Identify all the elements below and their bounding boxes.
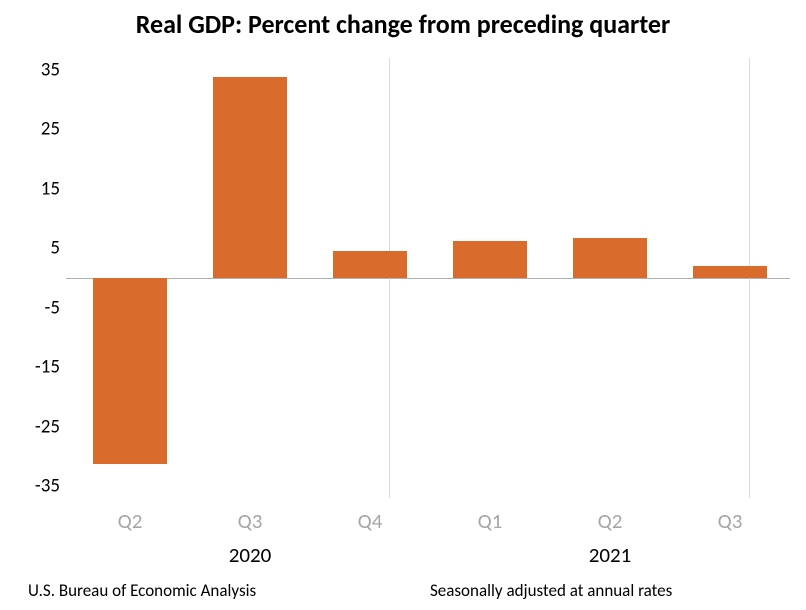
x-category-label: Q3	[238, 508, 263, 534]
y-tick-label: -25	[35, 415, 70, 438]
vertical-gridline	[749, 58, 750, 498]
y-tick-label: 5	[50, 237, 70, 260]
bar	[93, 278, 167, 464]
y-tick-label: -35	[35, 475, 70, 498]
x-category-label: Q2	[598, 508, 623, 534]
zero-axis-line	[66, 278, 790, 279]
bar	[453, 241, 527, 278]
bar	[573, 238, 647, 278]
x-group-label: 2021	[589, 542, 632, 568]
x-category-label: Q3	[718, 508, 743, 534]
chart-title: Real GDP: Percent change from preceding …	[0, 8, 806, 40]
bar	[333, 251, 407, 278]
y-tick-label: 35	[41, 58, 70, 81]
y-tick-label: 15	[41, 177, 70, 200]
x-category-label: Q1	[478, 508, 503, 534]
plot-area: -35-25-15-55152535Q2Q3Q4Q1Q2Q320202021	[70, 58, 790, 498]
x-category-label: Q4	[358, 508, 383, 534]
y-tick-label: -15	[35, 356, 70, 379]
footer-adjustment: Seasonally adjusted at annual rates	[430, 580, 672, 601]
bar	[213, 77, 287, 278]
vertical-gridline	[389, 58, 390, 498]
bar	[693, 266, 767, 278]
x-category-label: Q2	[118, 508, 143, 534]
y-tick-label: 25	[41, 118, 70, 141]
footer-source: U.S. Bureau of Economic Analysis	[28, 580, 256, 601]
y-tick-label: -5	[45, 296, 70, 319]
gdp-chart: Real GDP: Percent change from preceding …	[0, 0, 806, 610]
x-group-label: 2020	[229, 542, 272, 568]
